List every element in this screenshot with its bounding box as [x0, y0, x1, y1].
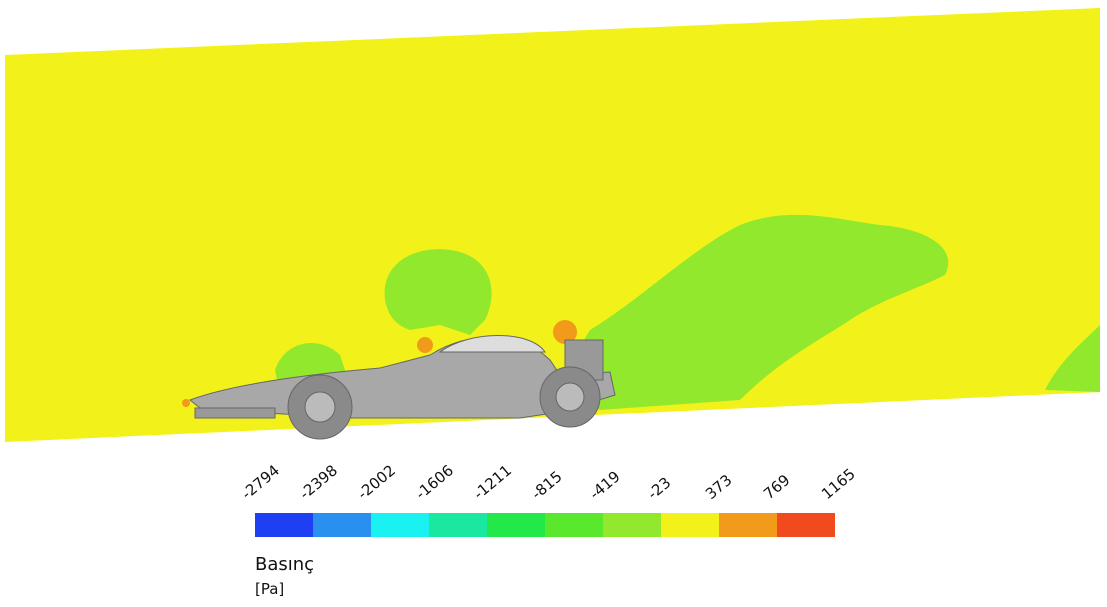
- color-bin: [661, 513, 719, 537]
- stagnation-zone: [553, 320, 577, 344]
- color-bin: [313, 513, 371, 537]
- color-bin: [777, 513, 835, 537]
- tick-label: -419: [586, 467, 624, 503]
- color-bin: [255, 513, 313, 537]
- color-bin: [429, 513, 487, 537]
- tick-label: -1211: [470, 461, 515, 503]
- legend-title: Basınç: [255, 554, 314, 575]
- tick-label: 1165: [818, 465, 859, 503]
- legend-unit: [Pa]: [255, 580, 284, 598]
- tick-label: 373: [702, 471, 736, 503]
- tick-label: -2398: [296, 461, 341, 503]
- stagnation-zone: [182, 399, 190, 407]
- legend: Basınç [Pa] -2794 -2398 -2002 -1606 -1211 -81…: [238, 461, 859, 598]
- pressure-zone: [1045, 325, 1100, 392]
- color-bin: [487, 513, 545, 537]
- color-bin: [719, 513, 777, 537]
- tick-label: -2002: [354, 461, 399, 503]
- color-bin: [371, 513, 429, 537]
- tick-label: -23: [644, 474, 674, 504]
- stagnation-zone: [417, 337, 433, 353]
- tick-label: -815: [528, 467, 566, 503]
- tick-label: 769: [760, 471, 794, 503]
- color-bin: [545, 513, 603, 537]
- pressure-zone: [384, 249, 492, 335]
- tick-label: -1606: [412, 461, 457, 503]
- car-model: [189, 335, 616, 440]
- pressure-zone: [560, 214, 949, 410]
- tick-label: -2794: [238, 461, 283, 503]
- color-bin: [603, 513, 661, 537]
- pressure-contour: [5, 8, 1100, 442]
